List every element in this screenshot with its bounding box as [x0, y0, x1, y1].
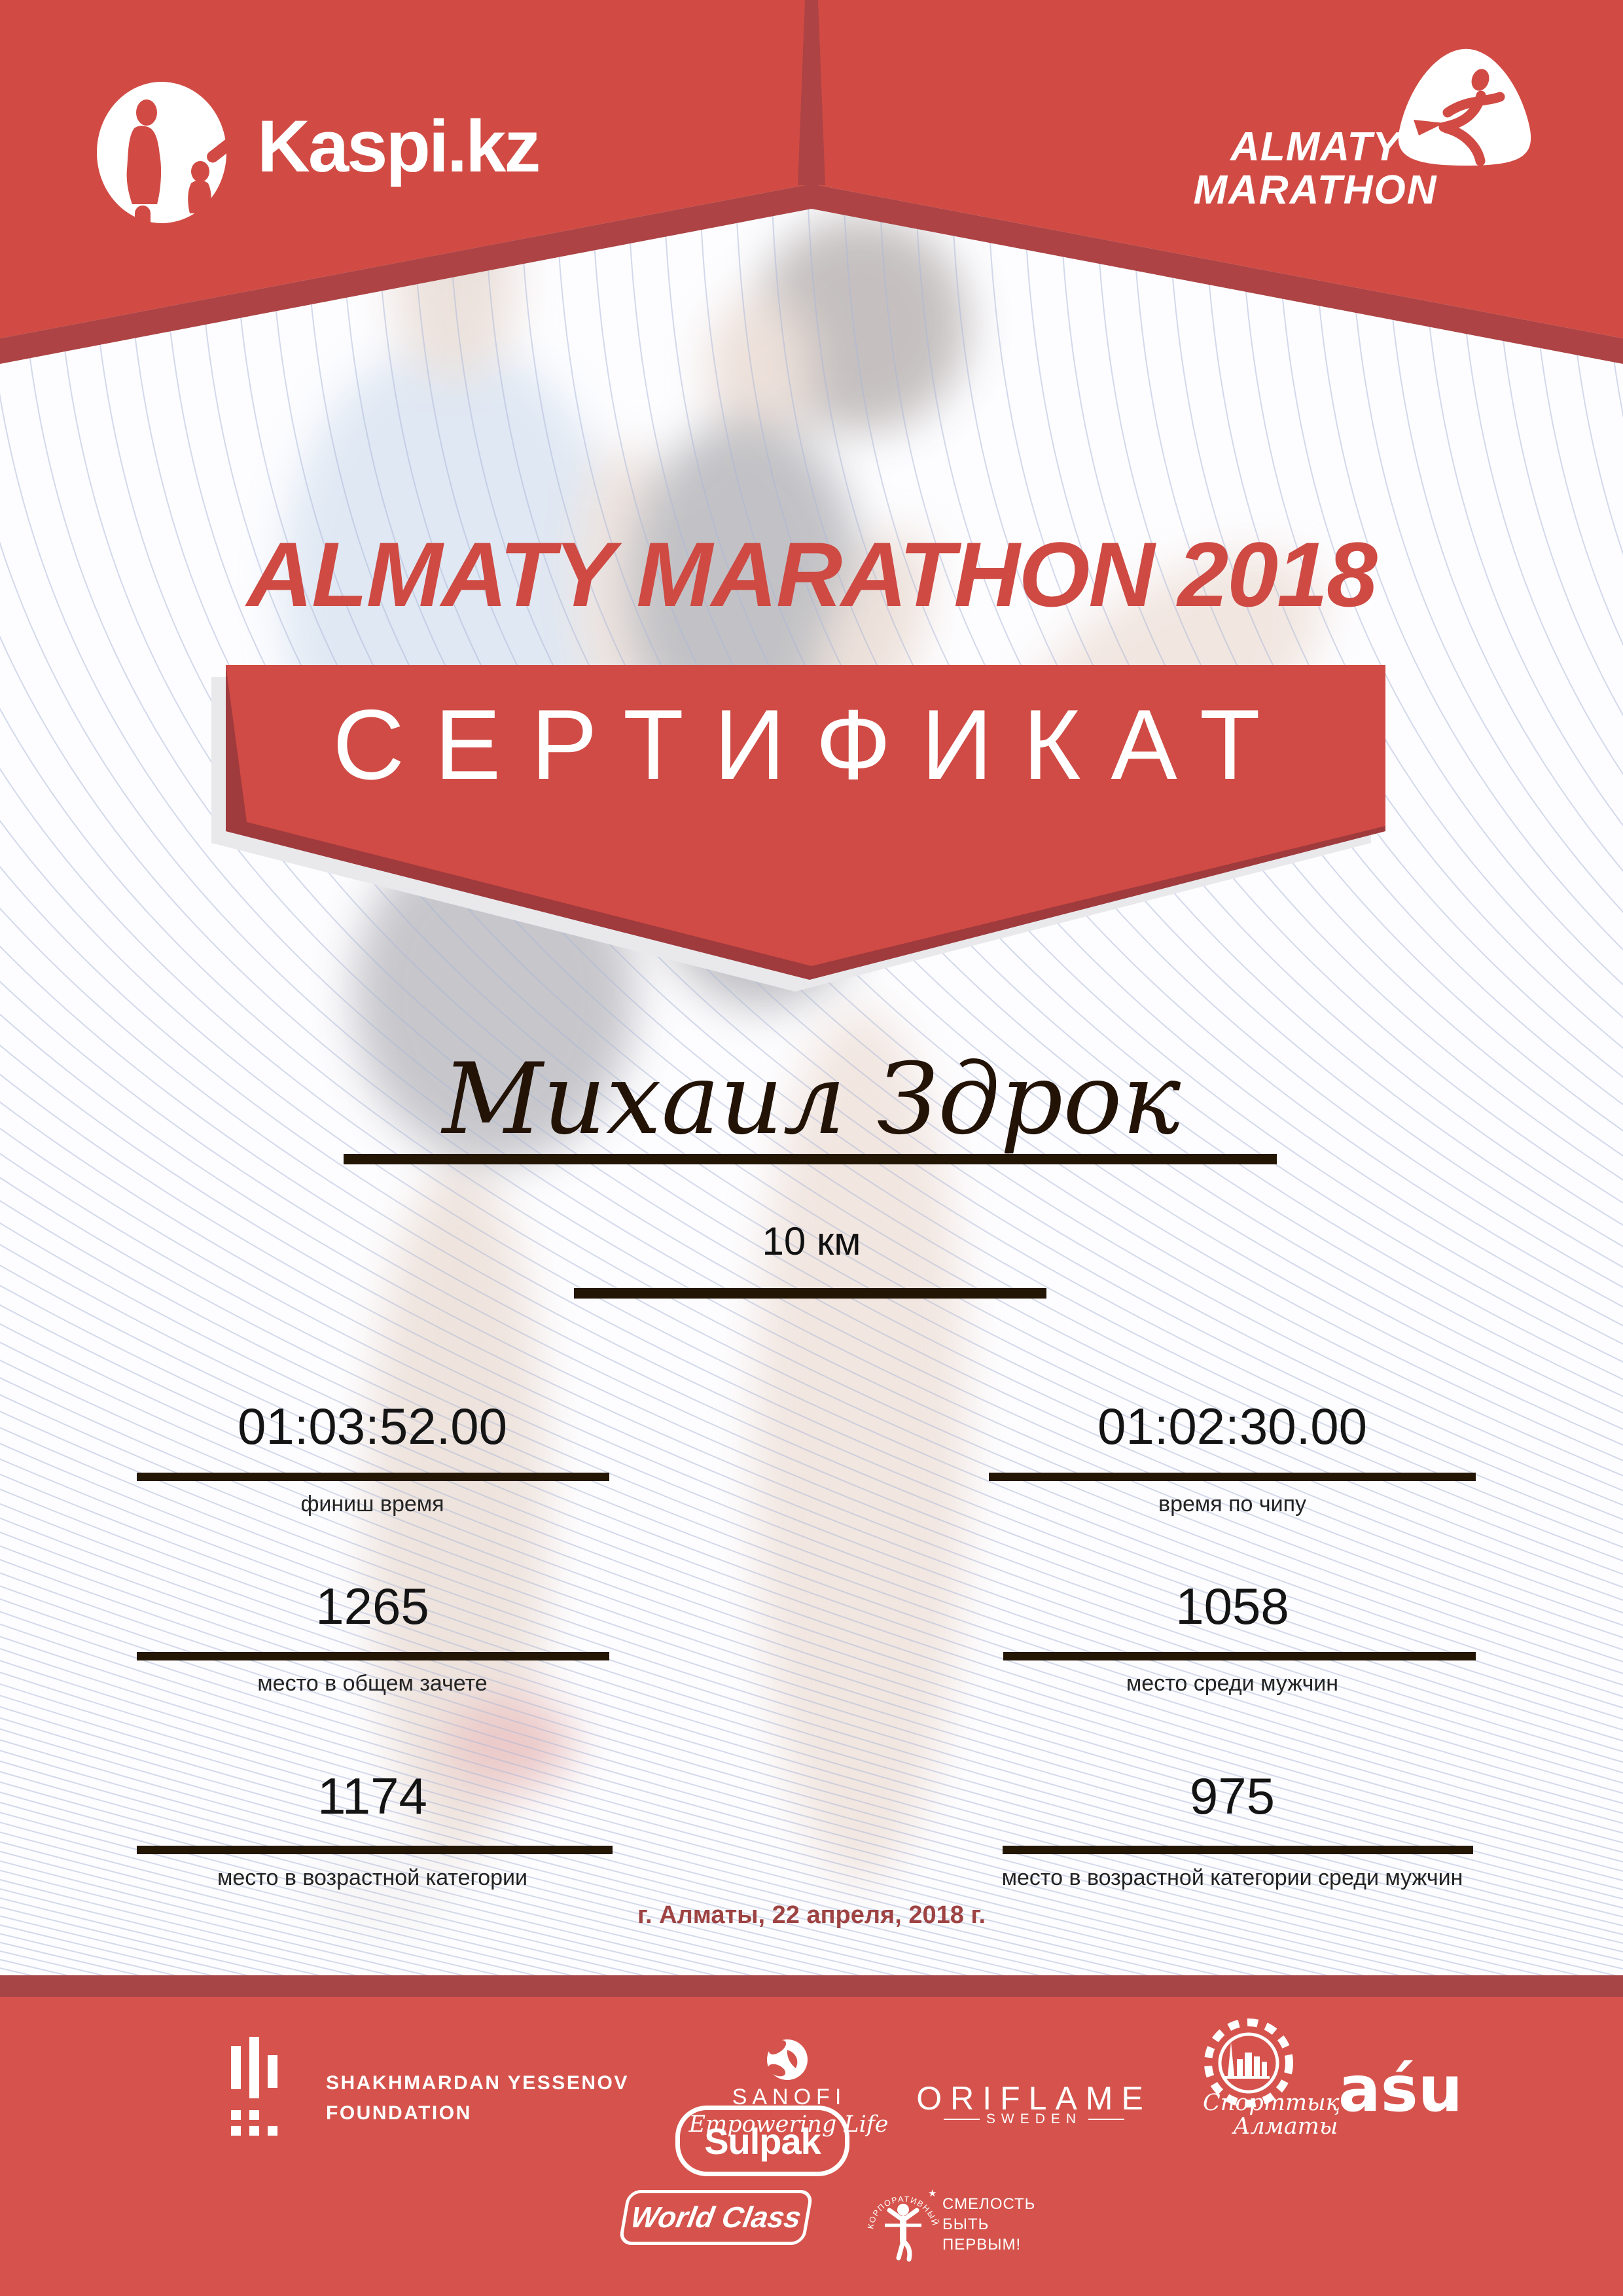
- distance-underline: [574, 1288, 1046, 1299]
- yessenov-foundation-icon: [231, 2037, 277, 2136]
- oriflame-sweden-row: SWEDEN: [916, 2111, 1152, 2127]
- chip-time-label: время по чипу: [1158, 1492, 1306, 1516]
- fond-circle-text: КОРПОРАТИВНЫЙ ФОНД: [0, 0, 940, 2231]
- almaty-marathon-line2: MARATHON: [1193, 168, 1438, 213]
- oriflame-logo-text: ORIFLAME: [916, 2080, 1152, 2117]
- fond-slogan-line1: СМЕЛОСТЬ: [942, 2195, 1036, 2213]
- participant-name: Михаил Здрок: [442, 1043, 1181, 1157]
- sulpak-logo: Sulpak: [675, 2106, 849, 2176]
- overall-place-rule: [137, 1652, 609, 1660]
- age-gender-place-rule: [1003, 1846, 1473, 1854]
- sport-almaty-line2: Алматы: [1231, 2113, 1338, 2140]
- yessenov-line1: SHAKHMARDAN YESSENOV: [326, 2072, 629, 2094]
- oriflame-rule-left: [943, 2119, 980, 2120]
- oriflame-sweden-text: SWEDEN: [986, 2111, 1082, 2126]
- fond-slogan: СМЕЛОСТЬ БЫТЬ ПЕРВЫМ!: [942, 2194, 1035, 2255]
- header-banner: [0, 0, 1623, 364]
- yessenov-foundation-text: SHAKHMARDAN YESSENOV FOUNDATION: [326, 2068, 629, 2128]
- gender-place-rule: [1003, 1652, 1476, 1660]
- sanofi-bird-icon: [767, 2039, 808, 2080]
- finish-time-rule: [137, 1473, 609, 1481]
- header-center-spine: [798, 0, 825, 185]
- svg-text:КОРПОРАТИВНЫЙ ФОНД: КОРПОРАТИВНЫЙ ФОНД: [0, 0, 940, 2231]
- footer-sponsors-band: [0, 1997, 1623, 2296]
- kaspi-logo-icon: [97, 82, 240, 279]
- fond-star-icon: ★: [928, 2188, 936, 2199]
- fond-slogan-line2: БЫТЬ: [942, 2215, 990, 2233]
- sanofi-tagline: Empowering Life: [688, 2111, 889, 2138]
- asu-logo: aśu: [1338, 2053, 1463, 2126]
- distance-value: 10 км: [762, 1219, 861, 1263]
- sulpak-text: Sulpak: [704, 2120, 821, 2162]
- overall-place-label: место в общем зачете: [257, 1671, 488, 1696]
- almaty-marathon-icon: [1398, 48, 1531, 166]
- chip-time-rule: [989, 1473, 1476, 1481]
- fond-slogan-line3: ПЕРВЫМ!: [942, 2236, 1022, 2253]
- finish-time-value: 01:03:52.00: [237, 1397, 508, 1455]
- almaty-marathon-line1: ALMATY: [1230, 124, 1400, 170]
- gender-place-value: 1058: [1175, 1577, 1289, 1635]
- world-class-text: World Class: [628, 2200, 804, 2234]
- age-place-value: 1174: [317, 1767, 427, 1825]
- overall-place-value: 1265: [315, 1577, 429, 1635]
- finish-time-label: финиш время: [300, 1492, 444, 1516]
- yessenov-line2: FOUNDATION: [326, 2102, 472, 2124]
- sport-almaty-emblem-icon: [1204, 2018, 1293, 2108]
- almaty-marathon-wordmark: ALMATY MARATHON: [1171, 126, 1459, 212]
- age-gender-place-value: 975: [1189, 1767, 1275, 1825]
- age-gender-place-label: место в возрастной категории среди мужчи…: [1001, 1865, 1463, 1890]
- gender-place-label: место среди мужчин: [1126, 1671, 1339, 1696]
- kaspi-logo-text: Kaspi.kz: [257, 105, 541, 187]
- fond-emblem-icon: КОРПОРАТИВНЫЙ ФОНД ★: [0, 0, 940, 2262]
- oriflame-rule-right: [1088, 2119, 1125, 2120]
- chip-time-value: 01:02:30.00: [1097, 1397, 1368, 1455]
- page-title: ALMATY MARATHON 2018: [247, 523, 1378, 626]
- age-place-label: место в возрастной категории: [217, 1865, 527, 1890]
- age-place-rule: [137, 1846, 613, 1854]
- footer-accent-strip: [0, 1975, 1623, 1997]
- event-date: г. Алматы, 22 апреля, 2018 г.: [637, 1901, 986, 1929]
- world-class-logo: World Class: [618, 2190, 814, 2245]
- certificate-label: СЕРТИФИКАТ: [332, 689, 1291, 800]
- certificate-ribbon: [211, 665, 1385, 992]
- sport-almaty-line1: Спорттық: [1203, 2090, 1340, 2116]
- sanofi-logo-text: SANOFI: [732, 2085, 847, 2109]
- ribbon-panel: [226, 665, 1385, 966]
- name-underline: [344, 1154, 1277, 1164]
